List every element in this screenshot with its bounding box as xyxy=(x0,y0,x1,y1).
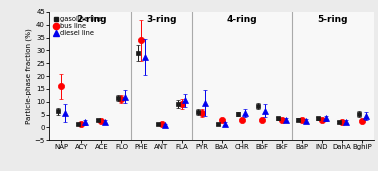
Text: 3-ring: 3-ring xyxy=(146,15,177,24)
Y-axis label: Particle-phase fraction (%): Particle-phase fraction (%) xyxy=(25,28,32,124)
Legend: gasoline line, bus line, diesel line: gasoline line, bus line, diesel line xyxy=(53,15,104,37)
Text: 5-ring: 5-ring xyxy=(317,15,347,24)
Text: 4-ring: 4-ring xyxy=(226,15,257,24)
Text: 2-ring: 2-ring xyxy=(76,15,107,24)
